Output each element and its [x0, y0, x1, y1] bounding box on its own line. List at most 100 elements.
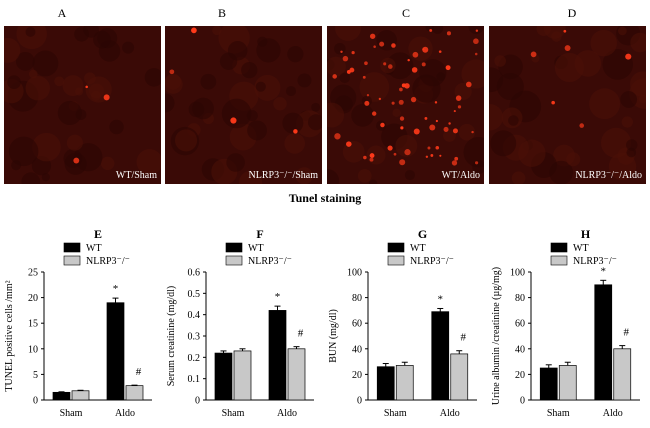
apoptotic-cell-dot: [473, 38, 479, 45]
tissue-texture: [8, 136, 39, 167]
tissue-texture: [461, 59, 484, 89]
y-tick-label: 0.3: [188, 332, 201, 343]
tissue-texture: [284, 133, 306, 154]
y-tick-label: 40: [352, 344, 362, 355]
apoptotic-cell-dot: [369, 33, 376, 39]
apoptotic-cell-dot: [399, 87, 403, 92]
bar-nlrp3-sham: [558, 365, 577, 401]
legend-label: NLRP3⁻/⁻: [248, 256, 292, 267]
tissue-texture: [443, 129, 456, 142]
apoptotic-cell-dot: [340, 50, 343, 54]
bar-nlrp3-sham: [233, 350, 252, 401]
tissue-image: [4, 26, 161, 184]
micrograph-wt-aldo: WT/Aldo: [327, 26, 484, 184]
bar-nlrp3-sham: [395, 365, 414, 401]
significance-star: *: [601, 265, 607, 277]
apoptotic-cell-dot: [474, 52, 478, 56]
bar-wt-aldo: [594, 284, 613, 401]
tissue-texture: [285, 86, 297, 97]
tissue-texture: [255, 81, 266, 92]
tissue-texture: [25, 75, 51, 101]
apoptotic-cell-dot: [366, 94, 370, 97]
apoptotic-cell-dot: [388, 64, 393, 69]
tissue-texture: [21, 172, 41, 184]
significance-hash: #: [624, 327, 630, 339]
apoptotic-cell-dot: [427, 146, 431, 150]
tissue-texture: [66, 134, 83, 151]
tissue-texture: [273, 96, 287, 111]
tissue-texture: [221, 98, 252, 129]
apoptotic-cell-dot: [364, 100, 370, 106]
apoptotic-cell-dot: [391, 101, 395, 105]
tissue-texture: [254, 74, 281, 101]
legend-swatch: [387, 242, 405, 253]
x-tick-label: Aldo: [277, 408, 297, 419]
tissue-texture: [297, 73, 312, 88]
y-tick-label: 0.5: [188, 289, 201, 300]
apoptotic-cell-dot: [429, 124, 436, 131]
tissue-image: [165, 26, 322, 184]
bar-nlrp3-aldo: [450, 353, 469, 401]
apoptotic-cell-dot: [363, 155, 367, 160]
legend-swatch: [225, 242, 243, 253]
tissue-texture: [200, 73, 217, 90]
figure-caption: Tunel staining: [288, 191, 362, 205]
tissue-texture: [136, 148, 161, 175]
legend-label: WT: [86, 243, 102, 254]
apoptotic-cell-dot: [362, 75, 366, 79]
y-tick-label: 100: [347, 268, 362, 279]
y-tick-label: 60: [352, 319, 362, 330]
tissue-texture: [511, 171, 526, 184]
apoptotic-cell-dot: [446, 31, 451, 36]
apoptotic-cell-dot: [378, 97, 382, 101]
tissue-texture: [257, 36, 268, 47]
significance-star: *: [438, 293, 444, 305]
tissue-texture: [7, 75, 21, 89]
tissue-texture: [174, 129, 198, 152]
apoptotic-cell-dot: [346, 141, 352, 147]
x-tick-label: Sham: [547, 408, 570, 419]
legend-label: WT: [410, 243, 426, 254]
tissue-image: [327, 26, 484, 184]
tissue-texture: [351, 104, 374, 127]
bar-wt-aldo: [431, 311, 450, 401]
legend-swatch: [550, 255, 568, 266]
tissue-texture: [380, 57, 396, 74]
apoptotic-cell-dot: [387, 145, 393, 151]
tissue-texture: [589, 88, 621, 120]
apoptotic-cell-dot: [424, 116, 428, 120]
significance-star: *: [113, 283, 119, 295]
micrograph-ko-sham: NLRP3⁻/⁻/Sham: [165, 26, 322, 184]
tissue-texture: [74, 143, 103, 172]
tissue-texture: [11, 160, 22, 171]
y-axis-label: Urine albumin /creatinine (µg/mg): [491, 267, 502, 405]
legend-label: NLRP3⁻/⁻: [86, 256, 130, 267]
apoptotic-cell-dot: [438, 50, 442, 53]
tissue-texture: [212, 26, 222, 36]
tissue-texture: [621, 116, 633, 128]
apoptotic-cell-dot: [453, 110, 456, 113]
y-tick-label: 0: [357, 396, 362, 407]
bar-nlrp3-aldo: [125, 385, 144, 401]
tissue-texture: [100, 156, 115, 171]
apoptotic-cell-dot: [411, 67, 418, 73]
tissue-texture: [226, 153, 245, 172]
y-tick-label: 20: [28, 293, 38, 304]
panel-letter-a: A: [57, 6, 67, 20]
tissue-texture: [620, 91, 638, 108]
tissue-texture: [327, 56, 346, 77]
tissue-texture: [32, 50, 59, 77]
tissue-texture: [600, 127, 632, 158]
tissue-texture: [74, 26, 89, 42]
tissue-texture: [90, 90, 102, 101]
apoptotic-cell-dot: [430, 154, 434, 157]
tissue-texture: [543, 26, 566, 39]
tissue-texture: [4, 37, 21, 63]
apoptotic-cell-dot: [425, 155, 429, 158]
tissue-texture: [246, 110, 258, 122]
apoptotic-cell-dot: [579, 123, 585, 128]
legend-swatch: [387, 255, 405, 266]
tissue-texture: [109, 119, 124, 135]
tissue-texture: [57, 100, 82, 126]
apoptotic-cell-dot: [73, 157, 80, 164]
